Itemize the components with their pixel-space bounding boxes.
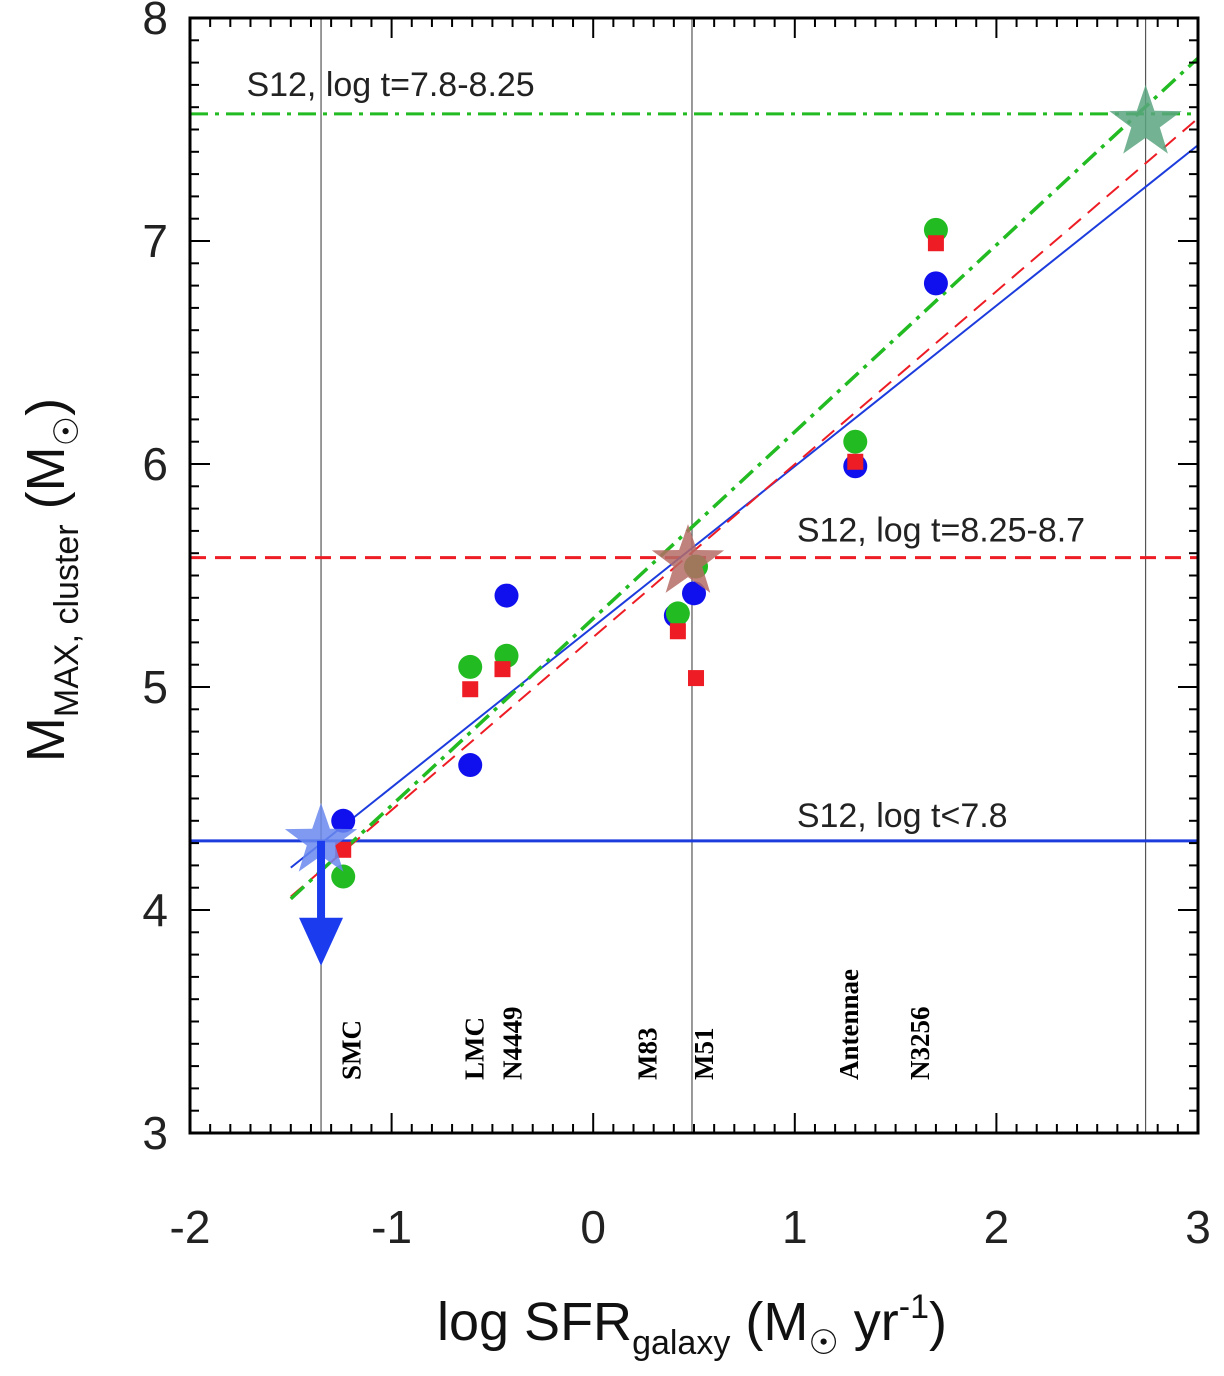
data-point-circle-0-1	[458, 753, 483, 778]
star-marker-2	[1109, 84, 1182, 154]
x-tick-label: 1	[782, 1201, 808, 1253]
galaxy-marker-lines	[320, 18, 1147, 1133]
data-point-square-2-4	[688, 670, 705, 687]
data-point-square-2-5	[847, 453, 864, 470]
data-point-square-2-2	[494, 661, 511, 678]
x-axis-title-prefix: log SFR	[437, 1292, 632, 1352]
y-axis-title-unit-close: )	[16, 398, 76, 416]
x-axis-title-unit-close: )	[929, 1292, 947, 1352]
y-axis-title-unit-open: (M	[16, 446, 76, 524]
data-point-circle-1-5	[843, 429, 868, 454]
hline-label-0: S12, log t=7.8-8.25	[246, 66, 534, 104]
x-tick-label: 0	[580, 1201, 606, 1253]
y-tick-label: 8	[142, 0, 168, 44]
galaxy-label-n3256: N3256	[905, 1007, 935, 1081]
galaxy-label-n4449: N4449	[498, 1007, 528, 1081]
sun-symbol-icon: ☉	[48, 416, 86, 446]
data-point-square-2-1	[462, 681, 479, 698]
fit-lines	[289, 56, 1198, 901]
annotations: S12, log t=7.8-8.25 S12, log t=8.25-8.7 S1…	[246, 66, 1085, 1080]
x-axis-title-sub: galaxy	[632, 1324, 730, 1362]
data-point-circle-1-0	[331, 864, 356, 889]
upper-limit-arrow	[299, 840, 344, 966]
x-tick-label: -2	[170, 1201, 211, 1253]
data-points	[331, 217, 948, 889]
star-marker-1	[651, 524, 725, 593]
star-marker-0	[284, 802, 358, 872]
data-point-circle-0-2	[494, 583, 519, 608]
y-tick-label: 4	[142, 884, 168, 936]
reference-lines	[190, 112, 1198, 843]
galaxy-label-antennae: Antennae	[834, 969, 864, 1080]
fit-line-2	[289, 56, 1198, 901]
y-tick-label: 7	[142, 215, 168, 267]
y-axis-title-sub: MAX, cluster	[48, 524, 86, 717]
x-axis-title-unit-mid: yr	[839, 1292, 899, 1352]
star-markers	[284, 84, 1182, 872]
x-tick-label: 3	[1185, 1201, 1211, 1253]
x-tick-label: -1	[371, 1201, 412, 1253]
axis-ticks	[189, 17, 1199, 1134]
galaxy-label-m51: M51	[689, 1028, 719, 1080]
y-tick-label: 3	[142, 1107, 168, 1159]
x-axis-title-sup: -1	[899, 1288, 929, 1326]
data-point-circle-1-1	[458, 654, 483, 679]
fit-line-0	[290, 144, 1198, 869]
data-point-circle-1-3	[665, 601, 690, 626]
sun-symbol-icon: ☉	[808, 1324, 838, 1362]
galaxy-label-lmc: LMC	[459, 1017, 489, 1080]
data-point-circle-0-4	[682, 581, 706, 606]
x-axis-title-unit-open: (M	[730, 1292, 808, 1352]
data-point-square-2-0	[335, 841, 352, 858]
tick-labels: -2 -1 0 1 2 3 3 4 5 6 7 8	[142, 0, 1210, 1253]
y-tick-label: 6	[142, 438, 168, 490]
hline-label-2: S12, log t<7.8	[797, 797, 1008, 835]
data-point-circle-0-0	[331, 808, 356, 833]
galaxy-label-smc: SMC	[336, 1020, 366, 1080]
y-axis-title-prefix: M	[16, 717, 76, 762]
data-point-square-2-6	[927, 235, 944, 252]
x-axis-title: log SFRgalaxy (M☉ yr-1)	[437, 1288, 947, 1362]
data-point-circle-0-6	[923, 271, 948, 296]
x-tick-label: 2	[984, 1201, 1010, 1253]
hline-label-1: S12, log t=8.25-8.7	[797, 512, 1085, 550]
upper-limit-head	[299, 917, 344, 966]
data-point-square-2-3	[669, 623, 686, 640]
galaxy-label-m83: M83	[633, 1028, 663, 1080]
y-axis-title: MMAX, cluster (M☉)	[16, 398, 86, 762]
y-tick-label: 5	[142, 661, 168, 713]
